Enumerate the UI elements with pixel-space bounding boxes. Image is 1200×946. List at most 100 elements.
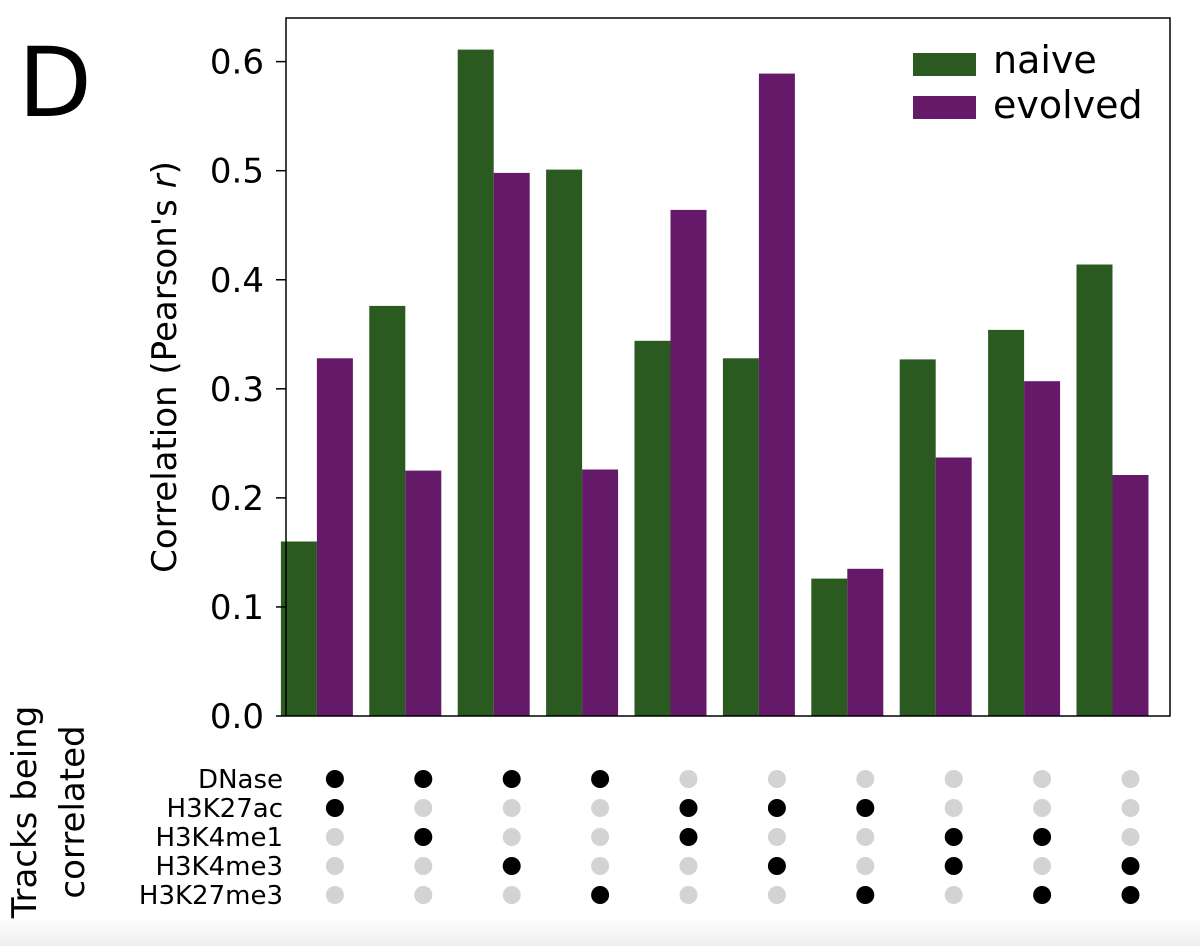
track-label-h3k27ac: H3K27ac [167, 794, 283, 824]
track-dot-h3k4me3-9-inactive [1033, 857, 1052, 875]
track-dot-h3k4me1-1-inactive [325, 828, 344, 846]
bar-evolved-8 [935, 457, 972, 716]
track-dot-dnase-3-active [502, 770, 521, 788]
track-dot-h3k4me3-4-inactive [591, 857, 610, 875]
track-dot-dnase-2-active [414, 770, 433, 788]
track-label-h3k4me1: H3K4me1 [155, 823, 283, 853]
y-tick-label: 0.5 [210, 152, 264, 192]
y-axis-label-text: Correlation (Pearson's [145, 188, 185, 573]
track-dot-h3k4me1-8-active [944, 828, 963, 846]
track-dot-h3k4me3-3-active [502, 857, 521, 875]
y-tick-label: 0.0 [210, 697, 264, 737]
legend-swatch-naive [913, 53, 976, 76]
y-axis: 0.0 0.1 0.2 0.3 0.4 0.5 0.6 [210, 43, 286, 737]
track-dot-h3k27me3-4-active [591, 886, 610, 904]
track-dot-h3k27ac-3-inactive [502, 799, 521, 817]
bar-naive-4 [546, 169, 583, 717]
track-dots [325, 770, 1140, 904]
track-dot-h3k27me3-2-inactive [414, 886, 433, 904]
track-dot-h3k4me3-1-inactive [325, 857, 344, 875]
bar-evolved-6 [758, 73, 795, 717]
track-dot-h3k4me1-7-inactive [856, 828, 875, 846]
track-dot-dnase-4-active [591, 770, 610, 788]
bar-evolved-4 [582, 469, 619, 716]
y-axis-label-italic: r [145, 172, 185, 188]
track-dot-h3k27me3-5-inactive [679, 886, 698, 904]
track-dot-h3k4me3-6-active [767, 857, 786, 875]
track-dot-h3k4me1-6-inactive [767, 828, 786, 846]
track-dot-h3k27ac-10-inactive [1121, 799, 1140, 817]
track-dot-h3k27ac-5-active [679, 799, 698, 817]
track-dot-h3k4me1-5-active [679, 828, 698, 846]
track-dot-h3k27ac-9-inactive [1033, 799, 1052, 817]
track-dot-h3k4me1-10-inactive [1121, 828, 1140, 846]
track-dot-dnase-9-inactive [1033, 770, 1052, 788]
track-dot-h3k27ac-2-inactive [414, 799, 433, 817]
bar-evolved-1 [316, 358, 353, 716]
track-dot-h3k4me1-4-inactive [591, 828, 610, 846]
bar-evolved-3 [493, 172, 530, 716]
track-dot-dnase-10-inactive [1121, 770, 1140, 788]
y-tick-label: 0.3 [210, 370, 264, 410]
track-dot-h3k4me3-7-inactive [856, 857, 875, 875]
track-dot-h3k4me1-3-inactive [502, 828, 521, 846]
bar-evolved-10 [1112, 475, 1149, 716]
track-dot-h3k27me3-7-active [856, 886, 875, 904]
track-dot-h3k27me3-10-active [1121, 886, 1140, 904]
bars [280, 49, 1149, 717]
track-dot-dnase-1-active [325, 770, 344, 788]
bar-naive-10 [1076, 264, 1113, 716]
tracks-title-line2: correlated [53, 725, 93, 898]
plot-frame [285, 17, 1171, 717]
y-tick-label: 0.6 [210, 43, 264, 83]
panel-letter: D [18, 27, 92, 139]
bar-naive-8 [899, 359, 936, 716]
bar-naive-1 [280, 541, 317, 716]
tracks-matrix: Tracks being correlated DNaseH3K27acH3K4… [5, 706, 1140, 920]
y-axis-label-suffix: ) [145, 161, 185, 174]
track-dot-h3k27ac-8-inactive [944, 799, 963, 817]
y-tick-label: 0.1 [210, 588, 264, 628]
track-dot-h3k4me3-10-active [1121, 857, 1140, 875]
track-dot-h3k4me3-2-inactive [414, 857, 433, 875]
track-dot-h3k4me1-2-active [414, 828, 433, 846]
track-dot-h3k27ac-6-active [767, 799, 786, 817]
track-dot-h3k4me3-5-inactive [679, 857, 698, 875]
legend-label-naive: naive [993, 38, 1097, 82]
track-dot-h3k27me3-9-active [1033, 886, 1052, 904]
track-dot-h3k4me3-8-active [944, 857, 963, 875]
track-dot-dnase-7-inactive [856, 770, 875, 788]
track-dot-h3k27me3-3-inactive [502, 886, 521, 904]
y-tick-label: 0.4 [210, 261, 264, 301]
legend-label-evolved: evolved [993, 83, 1143, 127]
bar-naive-2 [369, 305, 406, 716]
track-dot-h3k27ac-7-active [856, 799, 875, 817]
bar-naive-9 [988, 329, 1025, 716]
bar-chart: 0.0 0.1 0.2 0.3 0.4 0.5 0.6 Correlation (Pears… [145, 17, 1171, 737]
bar-evolved-7 [847, 568, 884, 716]
track-label-h3k4me3: H3K4me3 [155, 852, 283, 882]
bar-naive-3 [457, 49, 494, 717]
bar-evolved-2 [405, 470, 442, 716]
bar-naive-6 [722, 358, 759, 716]
track-label-dnase: DNase [198, 765, 283, 795]
track-dot-dnase-5-inactive [679, 770, 698, 788]
legend-swatch-evolved [913, 96, 976, 119]
legend: naive evolved [913, 38, 1143, 127]
track-dot-dnase-6-inactive [767, 770, 786, 788]
tracks-title-line1: Tracks being [5, 706, 45, 920]
bar-naive-7 [811, 578, 848, 716]
y-tick-label: 0.2 [210, 479, 264, 519]
track-dot-h3k4me1-9-active [1033, 828, 1052, 846]
bar-naive-5 [634, 340, 671, 716]
track-label-h3k27me3: H3K27me3 [139, 881, 283, 911]
track-dot-h3k27ac-4-inactive [591, 799, 610, 817]
track-dot-h3k27me3-8-inactive [944, 886, 963, 904]
y-axis-label: Correlation (Pearson's r) [145, 161, 185, 573]
track-dot-dnase-8-inactive [944, 770, 963, 788]
bar-evolved-9 [1024, 381, 1061, 716]
track-dot-h3k27ac-1-active [325, 799, 344, 817]
track-dot-h3k27me3-1-inactive [325, 886, 344, 904]
